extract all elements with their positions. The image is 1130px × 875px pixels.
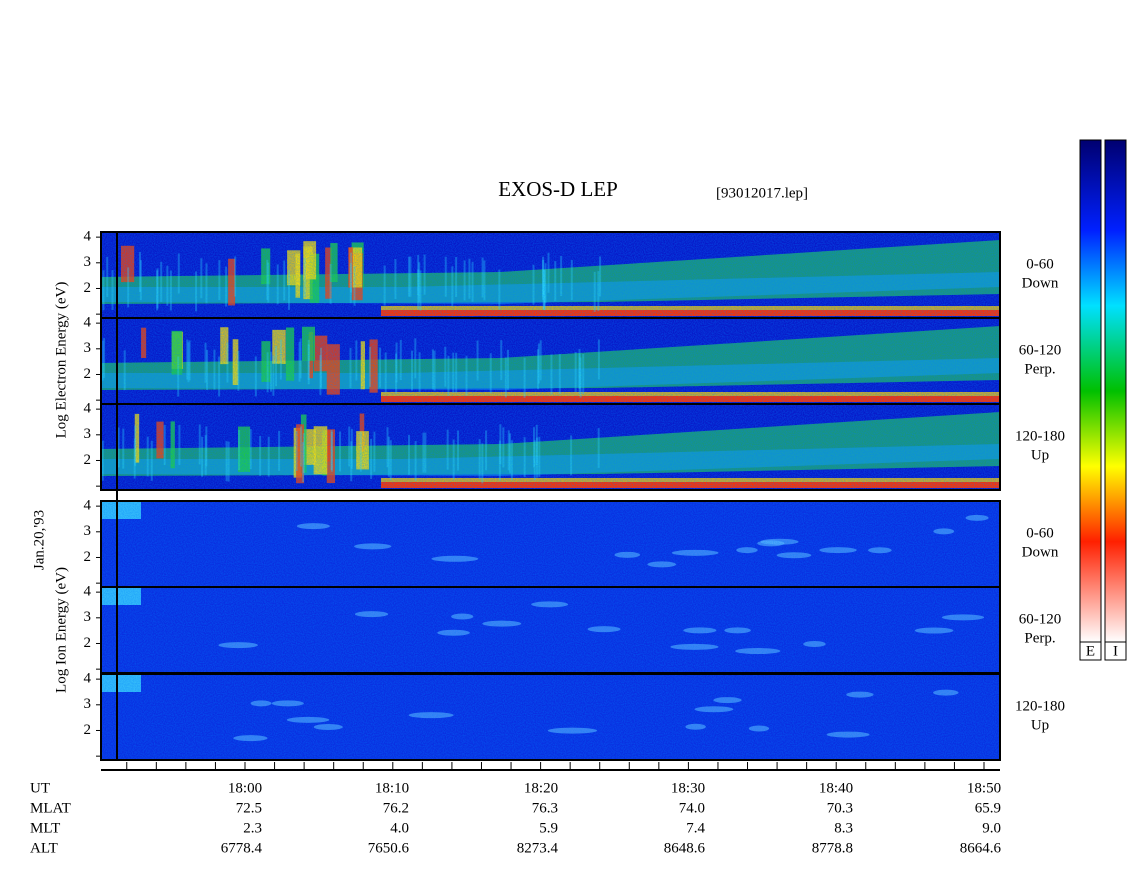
orbit-value: 8664.6 — [960, 840, 1002, 856]
time-axis: UT 18:00 18:10 18:20 18:30 18:40 18:50 MLAT 72.5… — [30, 762, 1002, 856]
y-tick-label: 2 — [84, 280, 92, 296]
angle-label: 120-180 — [1015, 698, 1065, 714]
time-label: 18:00 — [228, 780, 262, 796]
angle-label: 60-120 — [1019, 611, 1062, 627]
orbit-value: 8648.6 — [664, 840, 706, 856]
direction-label: Perp. — [1024, 630, 1055, 646]
colorbar — [1079, 139, 1102, 643]
panel-frame — [100, 673, 1001, 761]
spectrogram-noise — [101, 404, 1000, 490]
orbit-value: 8273.4 — [517, 840, 559, 856]
angle-label: 120-180 — [1015, 428, 1065, 444]
y-tick-label: 4 — [84, 229, 92, 245]
direction-label: Up — [1031, 717, 1049, 733]
panel: 2 3 4 120-180 Up — [84, 401, 1065, 491]
y-tick-label: 4 — [84, 584, 92, 600]
orbit-value: 8778.8 — [812, 840, 853, 856]
orbit-value: 7650.6 — [368, 840, 410, 856]
colorbar-label-box — [1104, 641, 1127, 661]
orbit-value: 76.2 — [383, 800, 409, 816]
panel: 2 3 4 60-120 Perp. — [84, 584, 1062, 674]
panels: 2 3 4 0-60 Down 2 3 4 60-120 Perp. 2 3 4 120-180 Up 2 3 4… — [84, 229, 1065, 761]
time-label: 18:40 — [819, 780, 853, 796]
angle-label: 0-60 — [1026, 525, 1054, 541]
colorbar — [1104, 139, 1127, 643]
y-tick-label: 2 — [84, 366, 92, 382]
row-label: MLT — [30, 820, 60, 836]
row-label: ALT — [30, 840, 58, 856]
time-label: 18:20 — [524, 780, 558, 796]
file-name: [93012017.lep] — [716, 185, 808, 201]
orbit-value: 8.3 — [834, 820, 853, 836]
y-tick-label: 4 — [84, 498, 92, 514]
y-tick-label: 3 — [84, 254, 92, 270]
time-label: 18:50 — [967, 780, 1001, 796]
orbit-value: 6778.4 — [221, 840, 263, 856]
y-tick-label: 4 — [84, 315, 92, 331]
ion-axis-label: Log Ion Energy (eV) — [53, 567, 69, 693]
colorbar-label: I — [1113, 643, 1118, 659]
orbit-value: 76.3 — [532, 800, 558, 816]
direction-label: Perp. — [1024, 361, 1055, 377]
time-label: 18:30 — [671, 780, 705, 796]
y-tick-label: 2 — [84, 549, 92, 565]
row-label: UT — [30, 780, 50, 796]
direction-label: Up — [1031, 447, 1049, 463]
angle-label: 60-120 — [1019, 342, 1062, 358]
panel: 2 3 4 120-180 Up — [84, 671, 1065, 761]
orbit-value: 72.5 — [236, 800, 262, 816]
y-tick-label: 4 — [84, 671, 92, 687]
y-tick-label: 3 — [84, 426, 92, 442]
orbit-value: 2.3 — [243, 820, 262, 836]
orbit-value: 5.9 — [539, 820, 558, 836]
y-tick-label: 3 — [84, 609, 92, 625]
y-tick-label: 2 — [84, 635, 92, 651]
direction-label: Down — [1022, 275, 1059, 291]
electron-axis-label: Log Electron Energy (eV) — [53, 282, 69, 439]
direction-label: Down — [1022, 544, 1059, 560]
row-label: MLAT — [30, 800, 71, 816]
y-tick-label: 3 — [84, 523, 92, 539]
y-tick-label: 3 — [84, 340, 92, 356]
y-tick-label: 2 — [84, 722, 92, 738]
panel: 2 3 4 0-60 Down — [84, 498, 1059, 588]
spectrogram-noise — [101, 232, 1000, 318]
panel: 2 3 4 60-120 Perp. — [84, 315, 1062, 405]
angle-label: 0-60 — [1026, 256, 1054, 272]
spectrogram-noise — [101, 318, 1000, 404]
orbit-value: 4.0 — [390, 820, 409, 836]
spectrogram-noise — [101, 674, 1000, 760]
colorbar-label-box — [1079, 641, 1102, 661]
orbit-value: 70.3 — [827, 800, 853, 816]
orbit-value: 65.9 — [975, 800, 1001, 816]
orbit-value: 9.0 — [982, 820, 1001, 836]
y-tick-label: 3 — [84, 696, 92, 712]
title: EXOS-D LEP — [498, 177, 618, 201]
spectrogram-noise — [101, 587, 1000, 673]
time-label: 18:10 — [375, 780, 409, 796]
y-tick-label: 4 — [84, 401, 92, 417]
y-tick-label: 2 — [84, 452, 92, 468]
colorbar-label: E — [1086, 643, 1095, 659]
orbit-value: 74.0 — [679, 800, 705, 816]
spectrogram-noise — [101, 501, 1000, 587]
panel-frame — [100, 403, 1001, 491]
panel: 2 3 4 0-60 Down — [84, 229, 1059, 319]
date-label: Jan.20,'93 — [31, 510, 47, 570]
orbit-value: 7.4 — [686, 820, 705, 836]
